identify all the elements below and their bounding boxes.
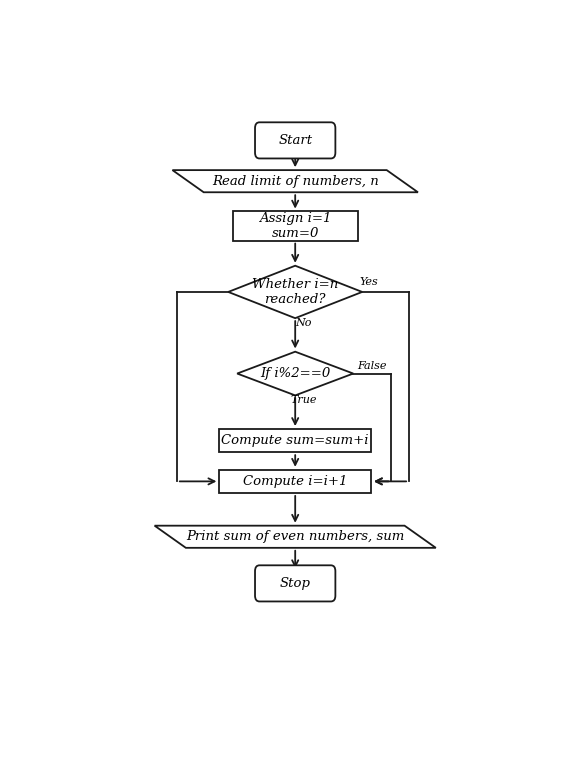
Text: No: No [295,318,312,328]
Text: Start: Start [278,134,312,147]
Text: Compute i=i+1: Compute i=i+1 [243,475,347,488]
Text: False: False [357,361,386,371]
Polygon shape [154,525,436,548]
Text: Yes: Yes [359,277,378,287]
Text: Print sum of even numbers, sum: Print sum of even numbers, sum [186,530,404,544]
Bar [233,211,358,241]
Text: Assign i=1
sum=0: Assign i=1 sum=0 [259,212,331,240]
Polygon shape [237,352,353,395]
FancyBboxPatch shape [255,123,335,158]
Text: Read limit of numbers, n: Read limit of numbers, n [212,175,378,188]
Text: True: True [290,394,316,405]
Bar [219,469,371,493]
Text: Compute sum=sum+i: Compute sum=sum+i [221,434,369,447]
Text: Stop: Stop [280,577,310,590]
Text: If i%2==0: If i%2==0 [260,367,330,380]
Polygon shape [228,266,362,318]
Text: Whether i=n
reached?: Whether i=n reached? [252,278,338,306]
FancyBboxPatch shape [255,565,335,602]
Bar [219,429,371,452]
Polygon shape [172,170,418,192]
